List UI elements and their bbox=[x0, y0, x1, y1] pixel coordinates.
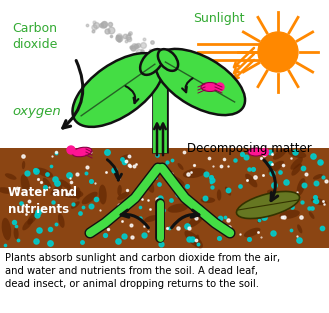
Ellipse shape bbox=[117, 192, 130, 200]
Bar bbox=[0, 148, 329, 248]
Ellipse shape bbox=[237, 192, 299, 218]
Ellipse shape bbox=[71, 201, 80, 209]
Ellipse shape bbox=[201, 83, 219, 91]
Text: Water and
nutrients: Water and nutrients bbox=[8, 186, 77, 216]
Ellipse shape bbox=[309, 211, 315, 219]
Ellipse shape bbox=[268, 161, 284, 173]
Ellipse shape bbox=[72, 53, 164, 127]
Ellipse shape bbox=[5, 173, 16, 180]
Circle shape bbox=[67, 146, 75, 154]
Text: oxygen: oxygen bbox=[12, 105, 61, 118]
Ellipse shape bbox=[61, 189, 83, 198]
Ellipse shape bbox=[291, 157, 303, 170]
Ellipse shape bbox=[167, 203, 189, 213]
Ellipse shape bbox=[225, 187, 231, 196]
Ellipse shape bbox=[167, 175, 185, 187]
Ellipse shape bbox=[0, 187, 13, 194]
Ellipse shape bbox=[189, 212, 205, 227]
Ellipse shape bbox=[140, 49, 164, 75]
Ellipse shape bbox=[257, 214, 264, 223]
Circle shape bbox=[216, 83, 224, 91]
Ellipse shape bbox=[178, 163, 184, 170]
Ellipse shape bbox=[36, 167, 53, 178]
Text: Plants absorb sunlight and carbon dioxide from the air,
and water and nutrients : Plants absorb sunlight and carbon dioxid… bbox=[5, 253, 280, 290]
Text: Carbon
dioxide: Carbon dioxide bbox=[12, 22, 57, 51]
Ellipse shape bbox=[313, 174, 323, 180]
Ellipse shape bbox=[13, 227, 19, 239]
Ellipse shape bbox=[185, 230, 203, 248]
Ellipse shape bbox=[245, 174, 257, 187]
Ellipse shape bbox=[82, 192, 98, 204]
Text: Decomposing matter: Decomposing matter bbox=[187, 142, 312, 155]
Ellipse shape bbox=[43, 178, 52, 189]
Text: Sunlight: Sunlight bbox=[193, 12, 244, 25]
Ellipse shape bbox=[144, 215, 158, 222]
Ellipse shape bbox=[201, 197, 215, 203]
Ellipse shape bbox=[120, 154, 132, 160]
Ellipse shape bbox=[267, 190, 287, 201]
Ellipse shape bbox=[248, 148, 264, 156]
Ellipse shape bbox=[99, 185, 107, 204]
Ellipse shape bbox=[58, 213, 64, 228]
Ellipse shape bbox=[297, 224, 302, 233]
Ellipse shape bbox=[279, 210, 300, 219]
Ellipse shape bbox=[21, 174, 30, 195]
Ellipse shape bbox=[262, 151, 266, 159]
Ellipse shape bbox=[254, 195, 266, 206]
Ellipse shape bbox=[296, 178, 305, 196]
Ellipse shape bbox=[183, 168, 206, 178]
Ellipse shape bbox=[2, 218, 11, 240]
Circle shape bbox=[262, 148, 268, 156]
Ellipse shape bbox=[22, 161, 25, 169]
Ellipse shape bbox=[22, 218, 33, 230]
Ellipse shape bbox=[27, 211, 38, 225]
Ellipse shape bbox=[194, 234, 199, 246]
Ellipse shape bbox=[273, 149, 287, 160]
Ellipse shape bbox=[288, 150, 306, 158]
Ellipse shape bbox=[50, 185, 63, 195]
Ellipse shape bbox=[244, 228, 261, 237]
Ellipse shape bbox=[59, 180, 71, 189]
Ellipse shape bbox=[76, 187, 81, 200]
Ellipse shape bbox=[155, 49, 245, 115]
Ellipse shape bbox=[158, 49, 178, 71]
Ellipse shape bbox=[311, 198, 327, 205]
Ellipse shape bbox=[217, 189, 221, 201]
Circle shape bbox=[258, 32, 298, 72]
Ellipse shape bbox=[291, 163, 302, 176]
Ellipse shape bbox=[117, 185, 122, 196]
Ellipse shape bbox=[144, 176, 154, 193]
Ellipse shape bbox=[72, 147, 92, 157]
